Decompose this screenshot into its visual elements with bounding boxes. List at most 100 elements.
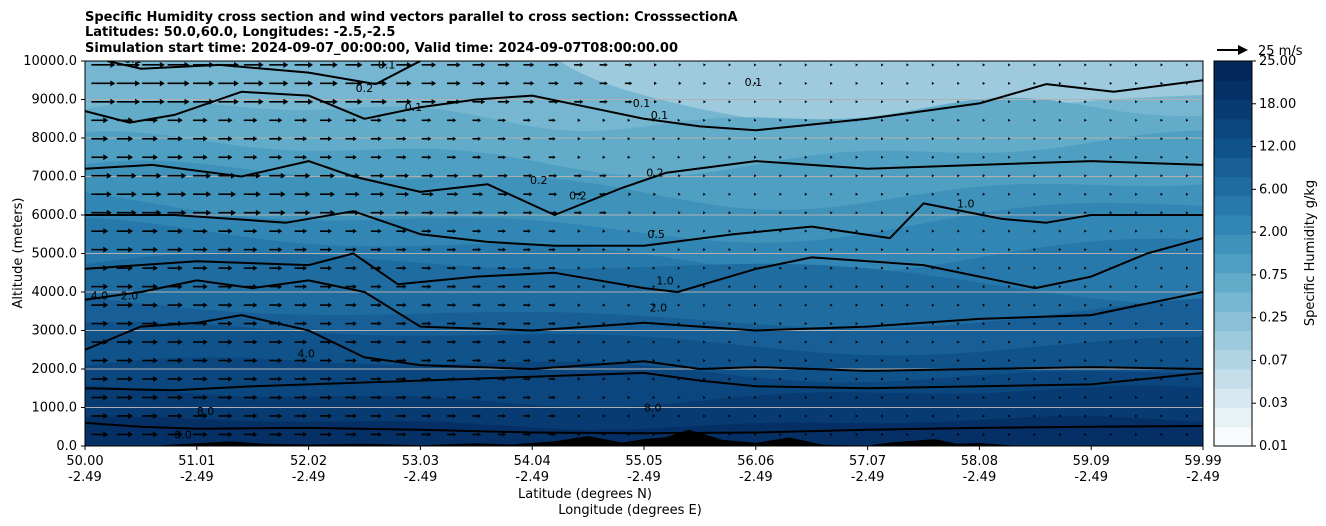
wind-vector	[447, 62, 461, 68]
wind-vector	[728, 266, 732, 270]
wind-vector	[1033, 100, 1036, 104]
wind-vector	[370, 154, 382, 160]
wind-vector	[218, 413, 233, 419]
wind-vector	[167, 80, 190, 87]
wind-vector	[728, 248, 732, 252]
wind-vector	[1008, 192, 1011, 196]
wind-vector	[243, 80, 264, 87]
wind-vector	[472, 413, 482, 418]
wind-vector	[447, 395, 457, 400]
wind-vector	[652, 414, 656, 418]
wind-vector	[906, 340, 909, 344]
wind-vector	[982, 63, 986, 67]
wind-vector	[906, 303, 909, 307]
wind-vector	[497, 136, 507, 141]
colorbar-swatch	[1214, 388, 1252, 408]
wind-vector	[116, 283, 134, 290]
wind-vector	[628, 173, 632, 178]
wind-vector	[269, 413, 283, 419]
wind-vector	[294, 376, 308, 382]
wind-vector	[855, 155, 859, 159]
wind-vector	[627, 395, 631, 400]
wind-vector	[91, 246, 109, 253]
contour-label: 0.1	[633, 97, 651, 110]
wind-vector	[1084, 63, 1087, 67]
wind-vector	[753, 229, 757, 233]
wind-vector	[574, 210, 582, 215]
wind-vector	[830, 192, 833, 196]
colorbar-frame	[1213, 60, 1253, 447]
wind-vector	[345, 80, 363, 87]
wind-vector	[167, 135, 183, 142]
wind-vector	[728, 100, 732, 104]
wind-vector	[906, 63, 909, 67]
wind-vector	[396, 99, 412, 105]
x-tick-label-lat: 57.07	[849, 454, 886, 469]
wind-vector	[982, 266, 986, 270]
wind-vector	[294, 80, 314, 87]
wind-vector	[1135, 322, 1138, 326]
wind-vector	[497, 118, 507, 123]
wind-vector	[678, 211, 681, 215]
wind-vector	[472, 321, 482, 326]
wind-vector	[1135, 229, 1138, 233]
wind-vector	[1058, 118, 1062, 122]
wind-vector	[523, 155, 531, 160]
wind-vector	[804, 229, 808, 233]
wind-vector	[523, 284, 531, 289]
wind-vector	[91, 172, 112, 179]
wind-vector	[472, 155, 482, 160]
wind-vector	[652, 432, 656, 436]
humidity-band-dry-pocket	[560, 61, 1203, 140]
wind-vector	[345, 321, 357, 326]
wind-vector	[1109, 359, 1113, 363]
x-tick-label-lat: 54.04	[514, 454, 551, 469]
wind-vector	[523, 118, 531, 123]
wind-vector	[167, 172, 187, 179]
wind-vector	[192, 61, 215, 68]
wind-vector	[1160, 100, 1164, 104]
wind-vector	[677, 229, 681, 233]
wind-vector	[1109, 211, 1113, 215]
wind-vector	[804, 248, 808, 252]
wind-vector	[91, 431, 109, 438]
colorbar-swatch	[1214, 195, 1252, 216]
wind-vector	[421, 229, 432, 234]
wind-vector	[677, 266, 681, 270]
wind-vector	[91, 357, 109, 364]
wind-vector	[1135, 414, 1138, 418]
wind-vector	[243, 136, 258, 142]
wind-vector	[320, 302, 332, 308]
wind-vector	[804, 63, 808, 67]
wind-vector	[294, 209, 311, 216]
wind-vector	[472, 340, 482, 345]
wind-vector	[269, 321, 283, 327]
wind-vector	[957, 63, 960, 67]
colorbar-tick-label: 25.00	[1259, 54, 1296, 69]
wind-vector	[1008, 248, 1011, 252]
wind-vector	[602, 118, 606, 122]
wind-vector	[1160, 81, 1164, 85]
wind-vector	[957, 192, 960, 196]
wind-vector	[1058, 248, 1062, 252]
wind-vector	[1135, 359, 1138, 363]
wind-vector	[142, 117, 158, 124]
wind-vector	[548, 155, 556, 160]
wind-vector	[497, 303, 507, 308]
wind-vector	[218, 357, 233, 364]
wind-vector	[906, 248, 909, 252]
wind-vector	[1135, 266, 1138, 270]
colorbar	[1214, 61, 1252, 447]
wind-vector	[472, 99, 486, 105]
wind-vector	[447, 118, 457, 123]
wind-vector	[447, 136, 457, 141]
wind-vector	[855, 414, 859, 418]
wind-vector	[548, 266, 556, 270]
wind-vector	[906, 137, 909, 141]
wind-vector	[396, 173, 410, 179]
wind-vector	[830, 81, 833, 85]
wind-vector	[779, 395, 782, 399]
wind-vector	[957, 174, 960, 178]
wind-vector	[982, 229, 986, 233]
wind-vector	[982, 395, 986, 399]
